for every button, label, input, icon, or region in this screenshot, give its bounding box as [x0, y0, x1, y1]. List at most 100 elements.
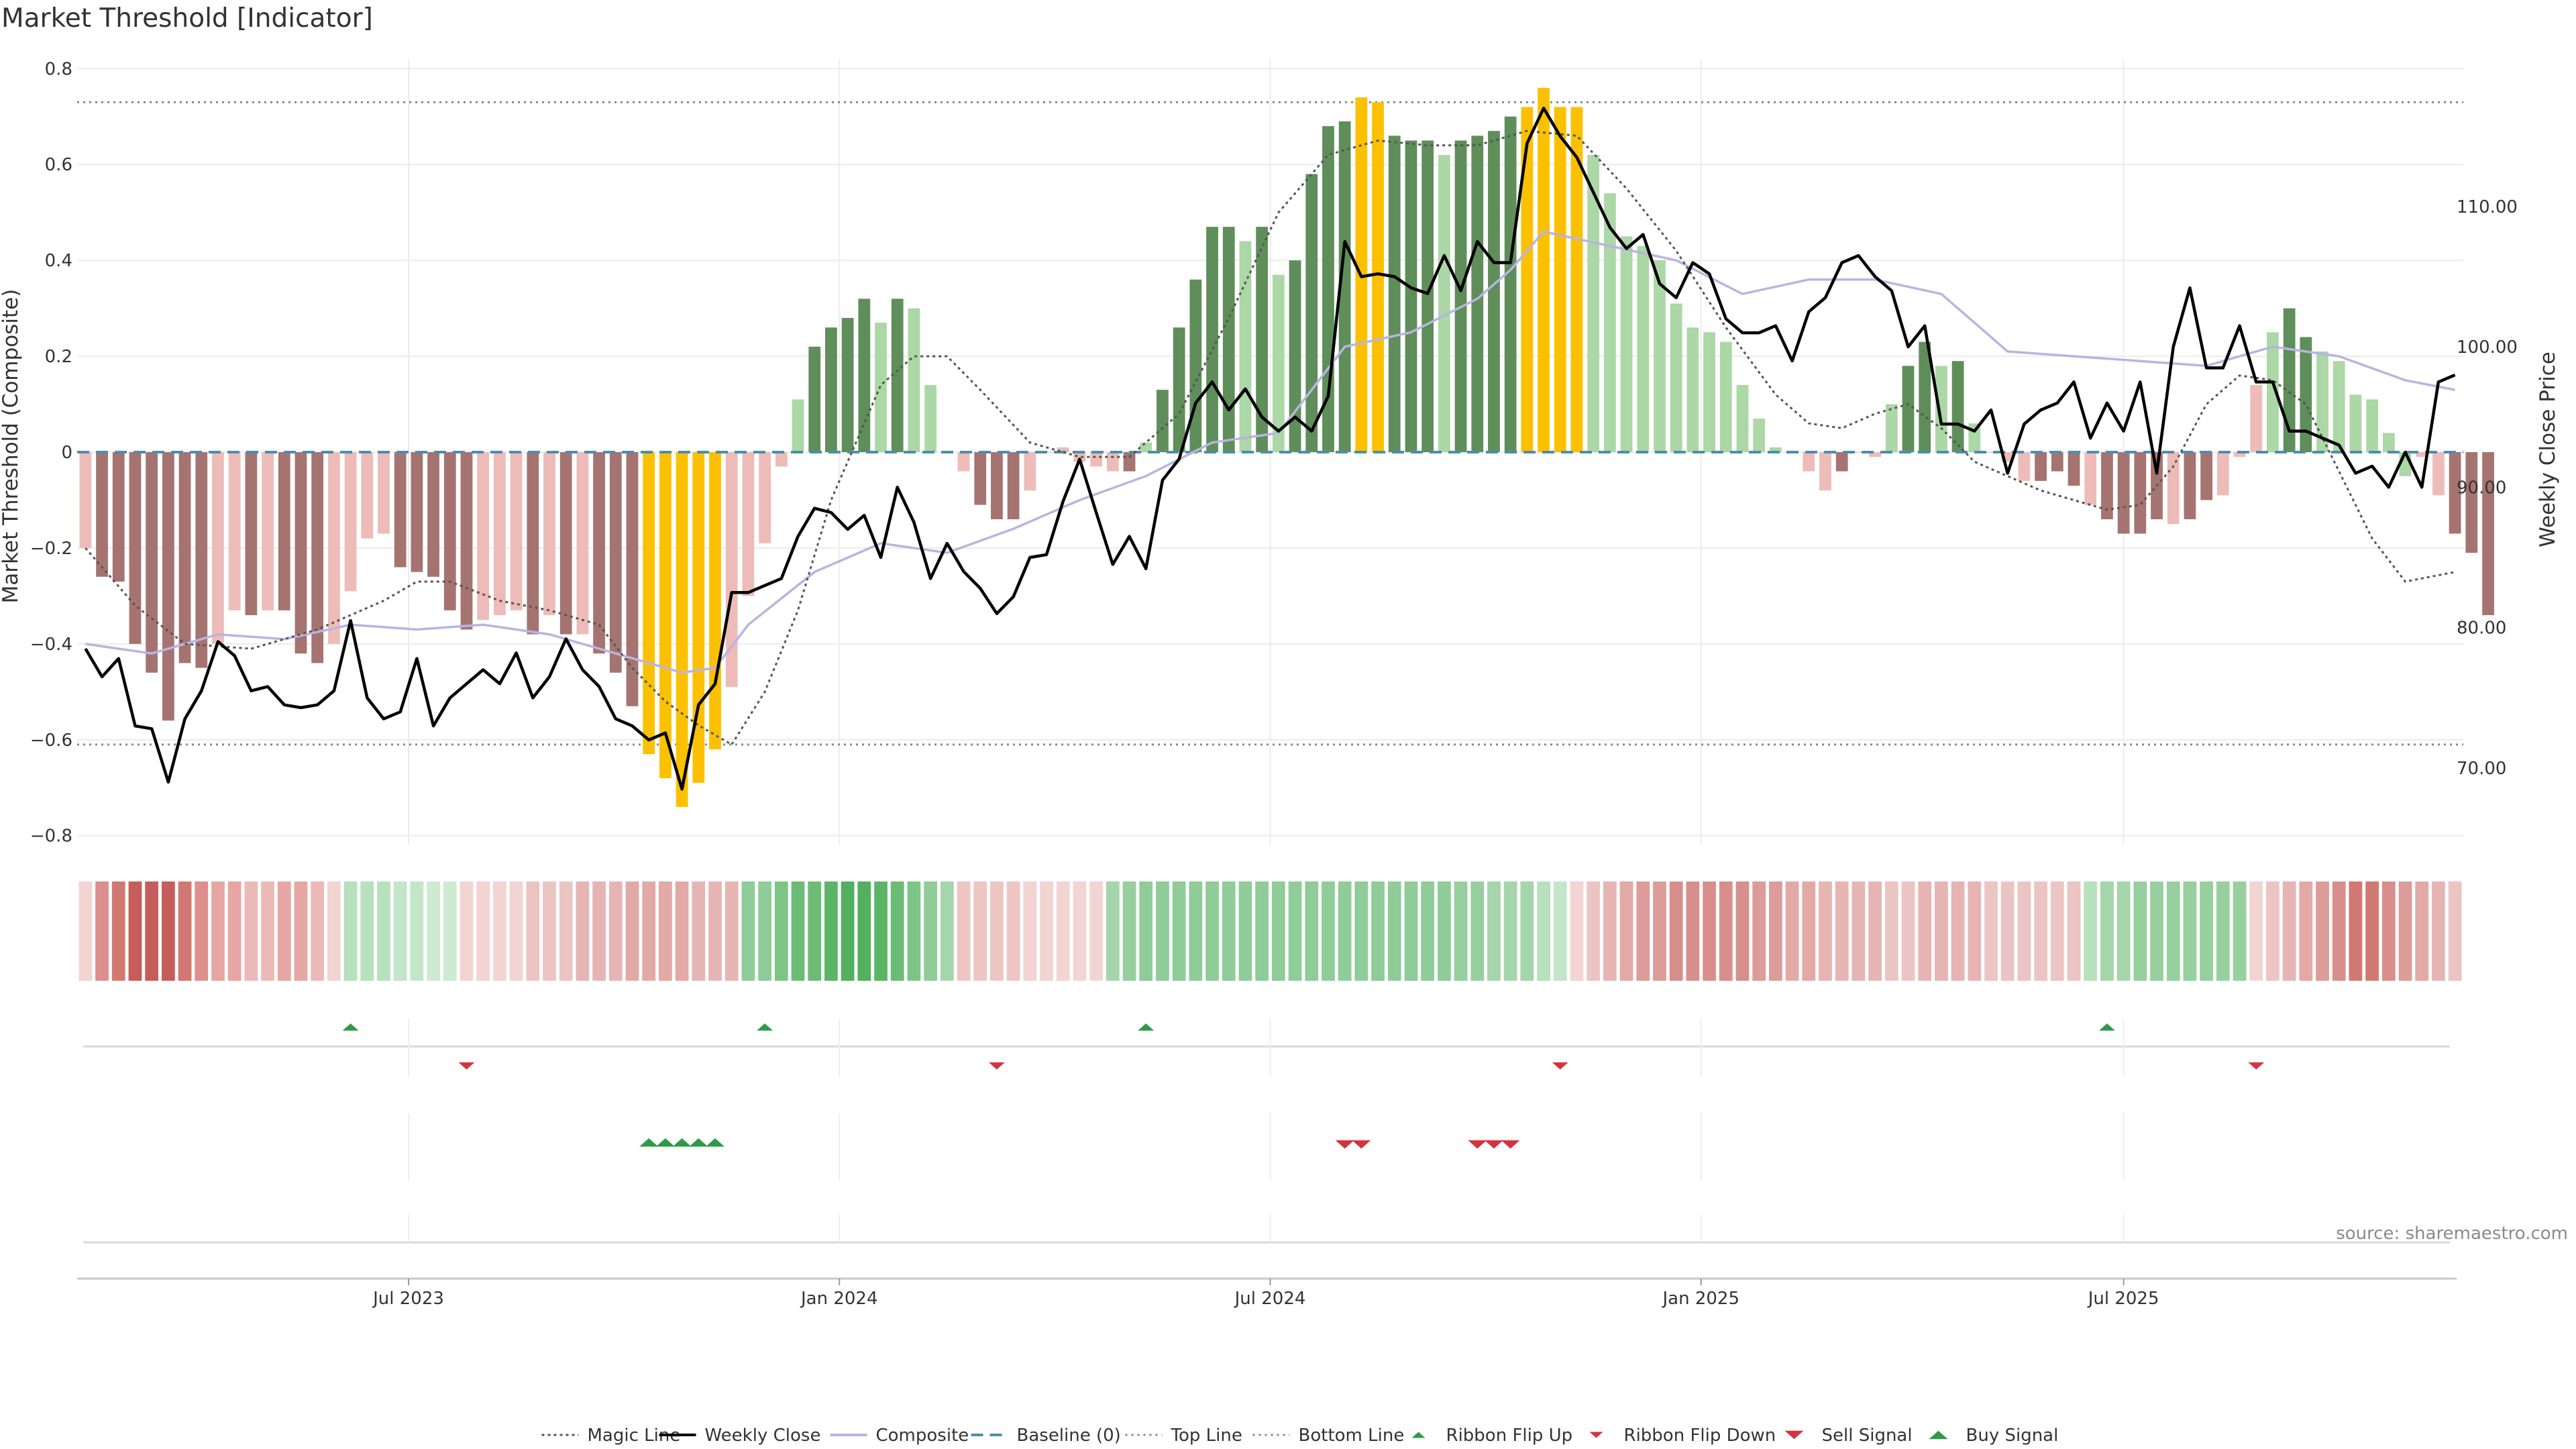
composite-bar — [1753, 418, 1766, 452]
composite-bar — [1554, 107, 1566, 453]
x-tick-label: Jul 2025 — [2087, 1289, 2159, 1309]
composite-bar — [2035, 452, 2047, 481]
ribbon-cell — [808, 881, 822, 981]
legend-label: Top Line — [1171, 1426, 1242, 1446]
sell-signal-marker — [1335, 1140, 1354, 1149]
ribbon-cell — [1587, 881, 1601, 981]
ribbon-cell — [1918, 881, 1932, 981]
composite-bar — [79, 452, 92, 548]
composite-bar — [1090, 452, 1103, 467]
composite-bar — [1521, 107, 1534, 453]
composite-bar — [294, 452, 307, 654]
composite-bar — [493, 452, 506, 615]
composite-bar — [262, 452, 274, 610]
legend-label: Composite — [876, 1426, 969, 1446]
composite-bar — [1471, 136, 1484, 452]
composite-bar — [344, 452, 357, 592]
composite-bar — [112, 452, 125, 582]
y2-tick-label: 70.00 — [2457, 759, 2506, 779]
ribbon-cell — [1735, 881, 1750, 981]
ribbon-cell — [78, 881, 93, 981]
ribbon-cell — [1984, 881, 1998, 981]
ribbon-cell — [1305, 881, 1319, 981]
composite-bar — [460, 452, 473, 630]
composite-bar — [162, 452, 174, 721]
composite-bar — [1919, 341, 1931, 452]
ribbon-cell — [2299, 881, 2313, 981]
composite-bar — [1736, 384, 1749, 452]
composite-bar — [908, 308, 920, 452]
ribbon-cell — [973, 881, 987, 981]
ribbon-cell — [741, 881, 755, 981]
composite-bar — [411, 452, 423, 572]
y2-tick-label: 110.00 — [2457, 197, 2518, 217]
ribbon-cell — [294, 881, 308, 981]
ribbon-cell — [543, 881, 556, 981]
ribbon-cell — [1404, 881, 1418, 981]
composite-bar — [1570, 107, 1583, 453]
y-tick-label: 0.8 — [45, 59, 72, 79]
ribbon-cell — [708, 881, 722, 981]
ribbon-cell — [128, 881, 142, 981]
composite-bar — [2267, 332, 2279, 452]
composite-bar — [2482, 452, 2494, 615]
composite-bar — [1869, 452, 1881, 458]
composite-bar — [1454, 140, 1467, 453]
ribbon-cell — [2398, 881, 2412, 981]
composite-bar — [825, 327, 837, 452]
buy-signal-marker — [706, 1138, 725, 1147]
composite-bar — [1338, 121, 1351, 452]
ribbon-flip-down-marker — [988, 1062, 1005, 1070]
ribbon-cell — [642, 881, 656, 981]
ribbon-cell — [990, 881, 1004, 981]
ribbon-cell — [1387, 881, 1401, 981]
composite-bar — [2018, 452, 2031, 481]
ribbon-cell — [1487, 881, 1501, 981]
composite-bar — [2184, 452, 2196, 520]
ribbon-cell — [476, 881, 490, 981]
composite-bar — [1388, 136, 1401, 452]
composite-bar — [311, 452, 324, 663]
composite-line — [85, 230, 2455, 674]
composite-bar — [2465, 452, 2478, 553]
ribbon-cell — [493, 881, 506, 981]
ribbon-cell — [2332, 881, 2346, 981]
composite-bar — [1272, 274, 1285, 452]
legend-item: Weekly Close — [659, 1426, 820, 1446]
legend-item: Bottom Line — [1252, 1426, 1404, 1446]
composite-bar — [1951, 361, 1964, 452]
y-tick-label: −0.6 — [30, 731, 72, 751]
ribbon-cell — [874, 881, 888, 981]
ribbon-cell — [1238, 881, 1252, 981]
legend-label: Ribbon Flip Up — [1446, 1426, 1573, 1446]
composite-bar — [2134, 452, 2147, 534]
y-tick-label: 0.4 — [45, 251, 72, 271]
composite-bar — [327, 452, 340, 644]
composite-bar — [1654, 260, 1666, 452]
ribbon-cell — [2200, 881, 2214, 981]
composite-bar — [974, 452, 987, 505]
composite-bar — [1670, 303, 1682, 452]
ribbon-cell — [1537, 881, 1550, 981]
ribbon-cell — [2432, 881, 2445, 981]
composite-bar — [228, 452, 241, 610]
ribbon-cell — [244, 881, 258, 981]
composite-bar — [659, 452, 672, 778]
ribbon-cell — [2067, 881, 2081, 981]
composite-bar — [1372, 102, 1384, 452]
ribbon-cell — [1884, 881, 1898, 981]
composite-bar — [1587, 154, 1600, 453]
ribbon-cell — [675, 881, 689, 981]
ribbon-cell — [2249, 881, 2263, 981]
ribbon-cell — [2017, 881, 2031, 981]
legend-item: Sell Signal — [1784, 1426, 1913, 1446]
composite-bar — [212, 452, 224, 644]
ribbon-flip-down-marker — [2248, 1062, 2265, 1070]
ribbon-cell — [940, 881, 954, 981]
composite-bar — [1256, 227, 1269, 452]
composite-bars — [77, 87, 2494, 807]
composite-bar — [1305, 174, 1318, 452]
ribbon-cell — [410, 881, 424, 981]
ribbon-cell — [576, 881, 590, 981]
ribbon-strip — [78, 881, 2462, 981]
